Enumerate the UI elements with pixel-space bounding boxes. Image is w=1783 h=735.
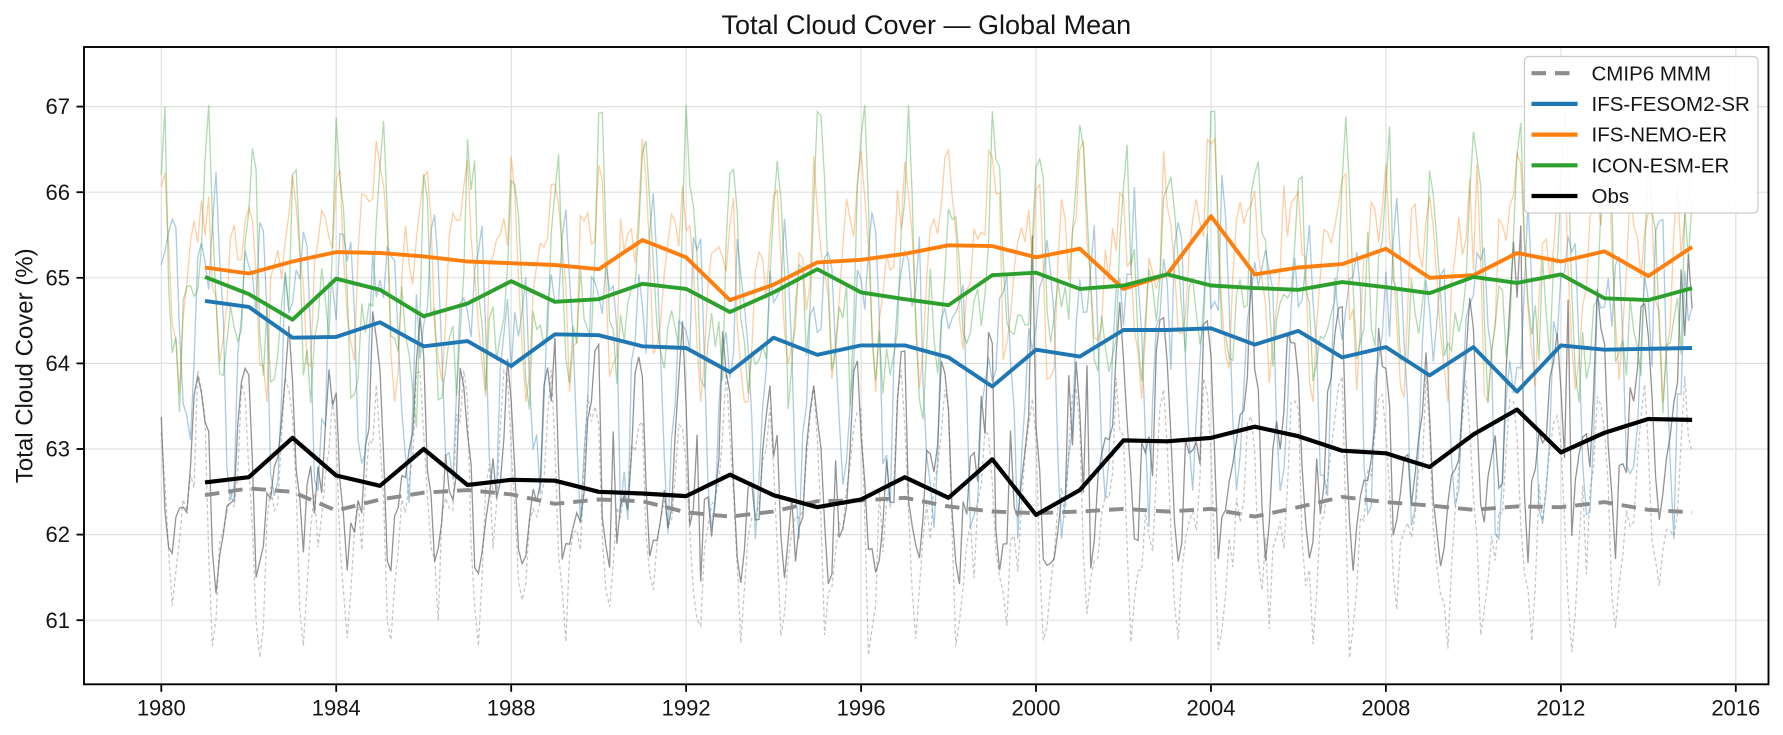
svg-text:65: 65 bbox=[46, 265, 70, 290]
svg-text:2008: 2008 bbox=[1361, 696, 1410, 721]
svg-text:2012: 2012 bbox=[1536, 696, 1585, 721]
svg-text:1988: 1988 bbox=[487, 696, 536, 721]
svg-text:62: 62 bbox=[46, 522, 70, 547]
svg-text:IFS-FESOM2-SR: IFS-FESOM2-SR bbox=[1592, 93, 1750, 116]
svg-text:61: 61 bbox=[46, 608, 70, 633]
svg-text:ICON-ESM-ER: ICON-ESM-ER bbox=[1592, 154, 1730, 177]
svg-text:67: 67 bbox=[46, 94, 70, 119]
svg-text:66: 66 bbox=[46, 180, 70, 205]
svg-text:Obs: Obs bbox=[1592, 185, 1630, 208]
svg-text:64: 64 bbox=[46, 351, 70, 376]
svg-text:Total Cloud Cover — Global Mea: Total Cloud Cover — Global Mean bbox=[721, 10, 1131, 40]
svg-text:1992: 1992 bbox=[662, 696, 711, 721]
svg-text:2004: 2004 bbox=[1187, 696, 1236, 721]
svg-text:1996: 1996 bbox=[837, 696, 886, 721]
svg-text:2000: 2000 bbox=[1012, 696, 1061, 721]
svg-text:2016: 2016 bbox=[1711, 696, 1760, 721]
svg-text:63: 63 bbox=[46, 437, 70, 462]
svg-text:1984: 1984 bbox=[312, 696, 361, 721]
svg-text:CMIP6 MMM: CMIP6 MMM bbox=[1592, 62, 1712, 85]
svg-text:Total Cloud Cover (%): Total Cloud Cover (%) bbox=[12, 248, 39, 483]
svg-text:1980: 1980 bbox=[137, 696, 186, 721]
svg-text:IFS-NEMO-ER: IFS-NEMO-ER bbox=[1592, 124, 1728, 147]
